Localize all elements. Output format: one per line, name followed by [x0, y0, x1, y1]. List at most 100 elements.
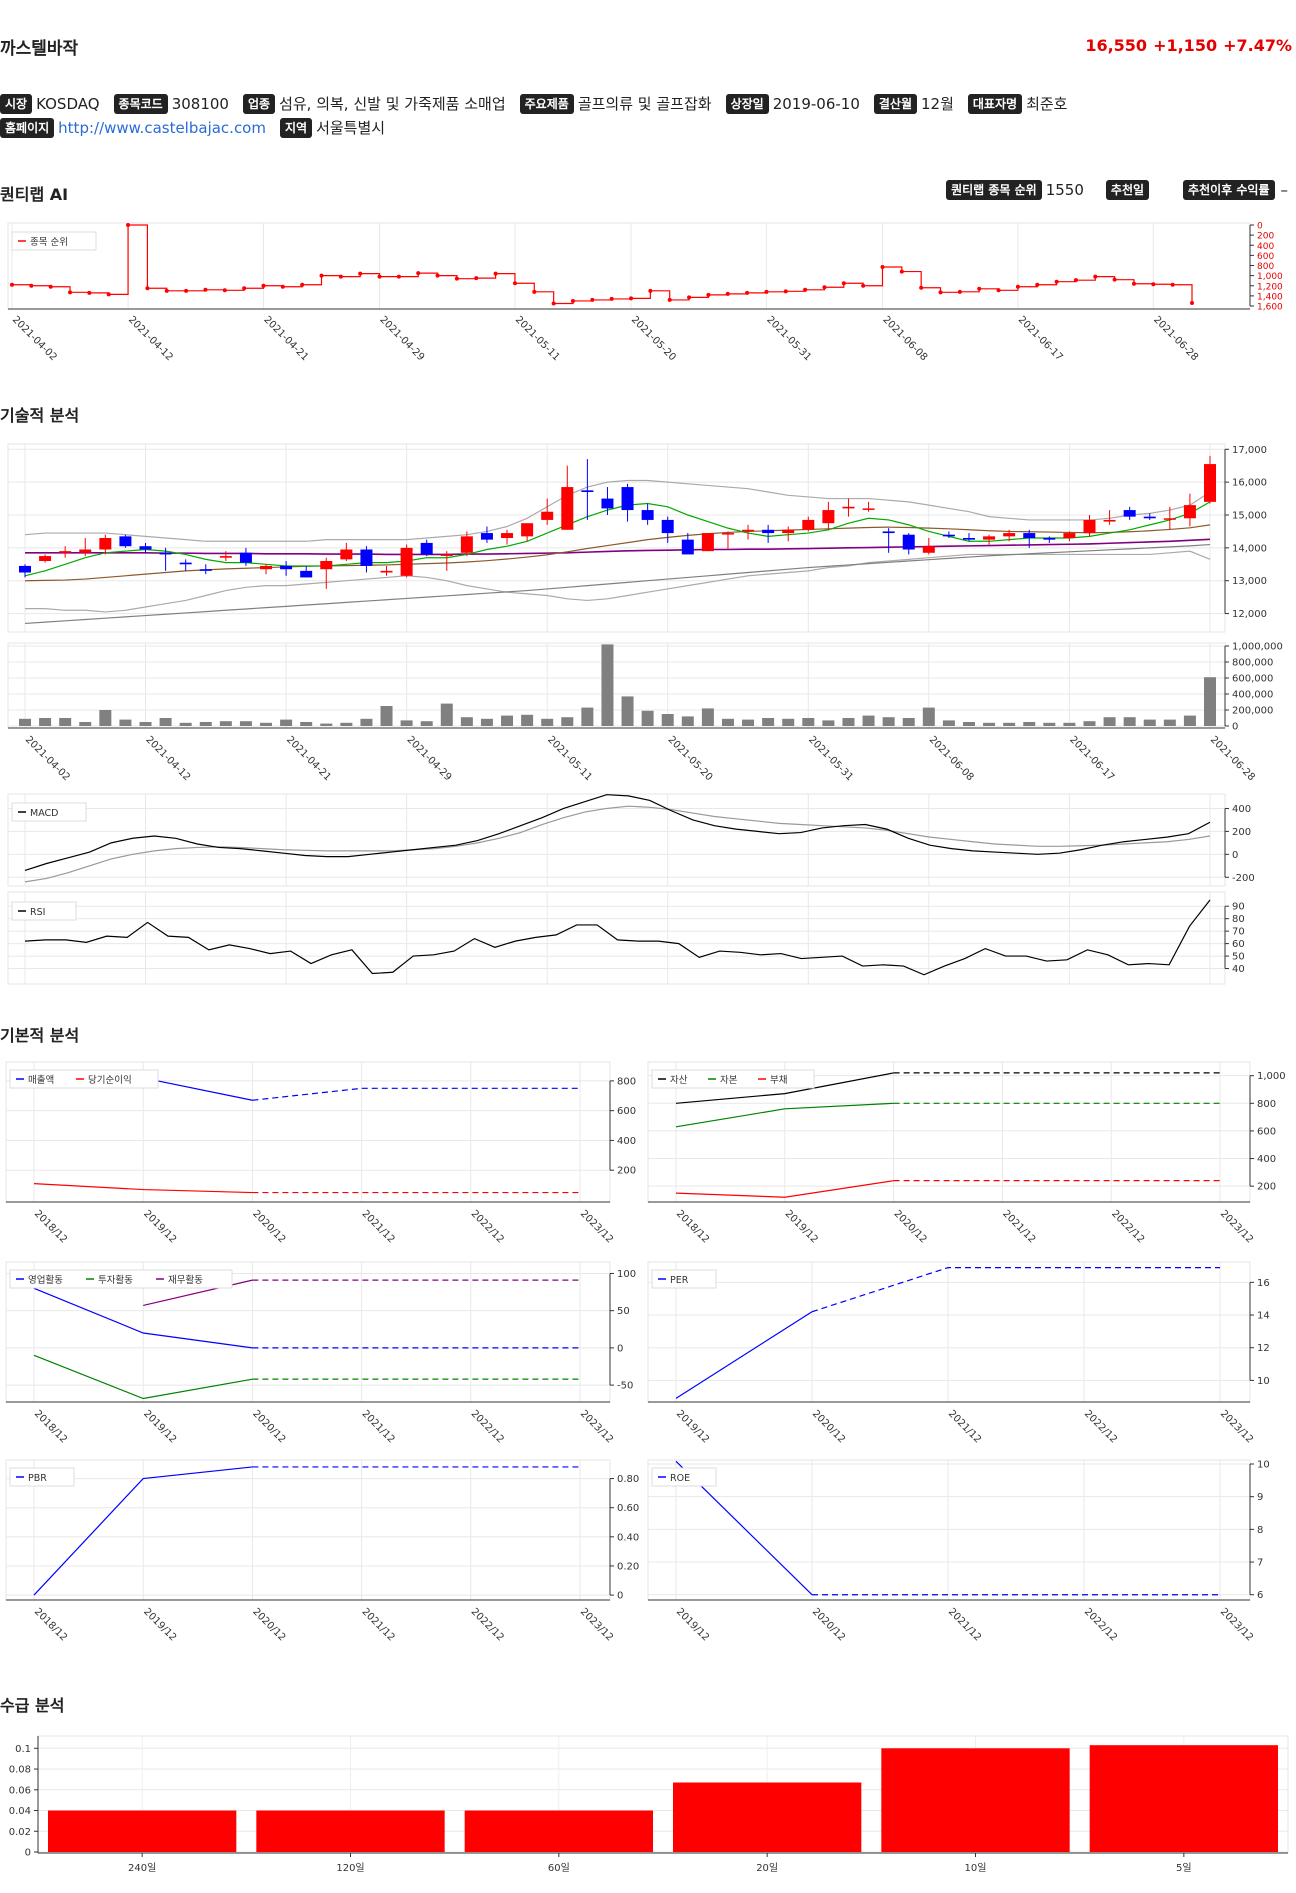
volume-bar [701, 708, 714, 726]
section-title-supply: 수급 분석 [0, 1696, 65, 1715]
volume-bar [320, 723, 333, 726]
rank-point [532, 289, 537, 294]
volume-bar [480, 718, 493, 726]
volume-bar [340, 722, 353, 726]
candle-body [1103, 519, 1116, 522]
candle-body [742, 529, 755, 532]
fundamental-y-axis-label: 600 [617, 1106, 636, 1117]
volume-bar [762, 718, 775, 726]
candle-body [842, 506, 855, 509]
candle-body [99, 538, 112, 550]
fundamental-series-재무활동 [143, 1279, 253, 1307]
fundamental-y-axis-label: 6 [1257, 1590, 1263, 1601]
fundamental-x-label: 2022/12 [1109, 1208, 1146, 1245]
rank-point [803, 287, 808, 292]
rank-point [222, 288, 227, 293]
volume-chart-frame [7, 642, 1226, 729]
rank-tag: 퀀티랩 종목 순위 [946, 180, 1042, 200]
fundamental-series-PBR [33, 1466, 253, 1596]
rank-point [68, 290, 73, 295]
rank-point [725, 291, 730, 296]
rank-chart-frame [7, 222, 1251, 310]
legend-label: 당기순이익 [88, 1074, 132, 1086]
rank-y-axis-label: 1,000 [1257, 272, 1283, 282]
fundamental-x-label: 2020/12 [810, 1606, 847, 1643]
fundamental-series-부채 [675, 1180, 894, 1198]
fundamental-x-label: 2019/12 [141, 1208, 178, 1245]
candle-body [420, 542, 433, 555]
rank-point [29, 283, 34, 288]
rank-x-label: 2021-05-11 [513, 314, 562, 363]
volume-bar [561, 717, 574, 726]
macd-y-axis-label: 200 [1232, 827, 1251, 838]
rank-point [106, 292, 111, 297]
rank-x-label: 2021-04-29 [377, 314, 426, 363]
fundamental-y-axis-label: 200 [1257, 1182, 1276, 1193]
volume-bar [862, 715, 875, 726]
rsi-y-axis-label: 40 [1232, 964, 1245, 975]
rank-point [474, 276, 479, 281]
macd-signal-line [24, 805, 1211, 883]
return-tag: 추천이후 수익률 [1183, 180, 1275, 200]
rank-point [1131, 281, 1136, 286]
rank-y-axis-label: 1,400 [1257, 292, 1283, 302]
homepage-link[interactable]: http://www.castelbajac.com [58, 118, 266, 137]
rank-x-label: 2021-06-28 [1151, 314, 1200, 363]
volume-bar [621, 696, 634, 726]
volume-bar [420, 721, 433, 726]
rank-point [280, 284, 285, 289]
volume-bar [661, 714, 674, 726]
volume-bar [300, 722, 313, 726]
fundamental-y-axis-label: 600 [1257, 1126, 1276, 1137]
candle-body [39, 556, 52, 561]
rank-point [1035, 282, 1040, 287]
region-tag: 지역 [279, 117, 313, 138]
fundamental-y-axis-label: 0 [617, 1591, 623, 1602]
fundamental-y-axis-label: 0.20 [617, 1561, 639, 1572]
candle-body [621, 487, 634, 511]
rank-point [126, 223, 131, 227]
candle-body [179, 562, 192, 565]
rank-point [1151, 282, 1156, 287]
supply-y-label: 0.06 [9, 1785, 31, 1796]
rank-point [841, 281, 846, 286]
fundamental-x-label: 2023/12 [578, 1208, 615, 1245]
fundamental-y-axis-label: 50 [617, 1306, 630, 1317]
rank-point [1190, 300, 1194, 305]
rank-point [396, 274, 401, 279]
rank-point [300, 282, 305, 287]
rsi-y-axis-label: 70 [1232, 927, 1245, 938]
volume-bar [239, 721, 252, 726]
volume-x-label: 2021-06-17 [1067, 734, 1116, 783]
rank-point [48, 284, 53, 289]
rank-point [1054, 279, 1059, 284]
legend-label: RSI [30, 907, 45, 918]
candle-body [601, 498, 614, 509]
rank-point [377, 274, 382, 279]
ma60-line [25, 538, 1211, 556]
market-tag: 시장 [0, 93, 33, 114]
rank-point [261, 283, 266, 288]
price-chart: 12,000 13,000 14,000 15,000 16,000 17,000 [7, 443, 1267, 633]
rank-value: 1550 [1045, 181, 1084, 199]
legend-label: 종목 순위 [30, 236, 68, 248]
rank-point [706, 292, 711, 297]
volume-y-axis-label: 200,000 [1232, 706, 1273, 717]
candle-body [440, 554, 453, 556]
rank-point [609, 296, 614, 301]
fundamental-x-label: 2018/12 [32, 1408, 69, 1445]
volume-bar [1003, 722, 1016, 726]
fundamental-y-axis-label: 10 [1257, 1376, 1270, 1387]
rank-point [184, 288, 189, 293]
volume-x-label: 2021-04-02 [23, 734, 72, 783]
volume-bar [219, 721, 232, 726]
rank-point [861, 283, 866, 288]
fundamental-x-label: 2020/12 [250, 1606, 287, 1643]
volume-bar [139, 722, 152, 726]
fundamental-chart-sales: 200 400 600 800 2018/12 2019/12 2020/12 2021/12… [5, 1061, 636, 1245]
fundamental-x-label: 2020/12 [250, 1208, 287, 1245]
volume-y-axis-label: 0 [1232, 722, 1238, 733]
rank-x-label: 2021-06-08 [880, 314, 929, 363]
macd-line [24, 794, 1211, 871]
